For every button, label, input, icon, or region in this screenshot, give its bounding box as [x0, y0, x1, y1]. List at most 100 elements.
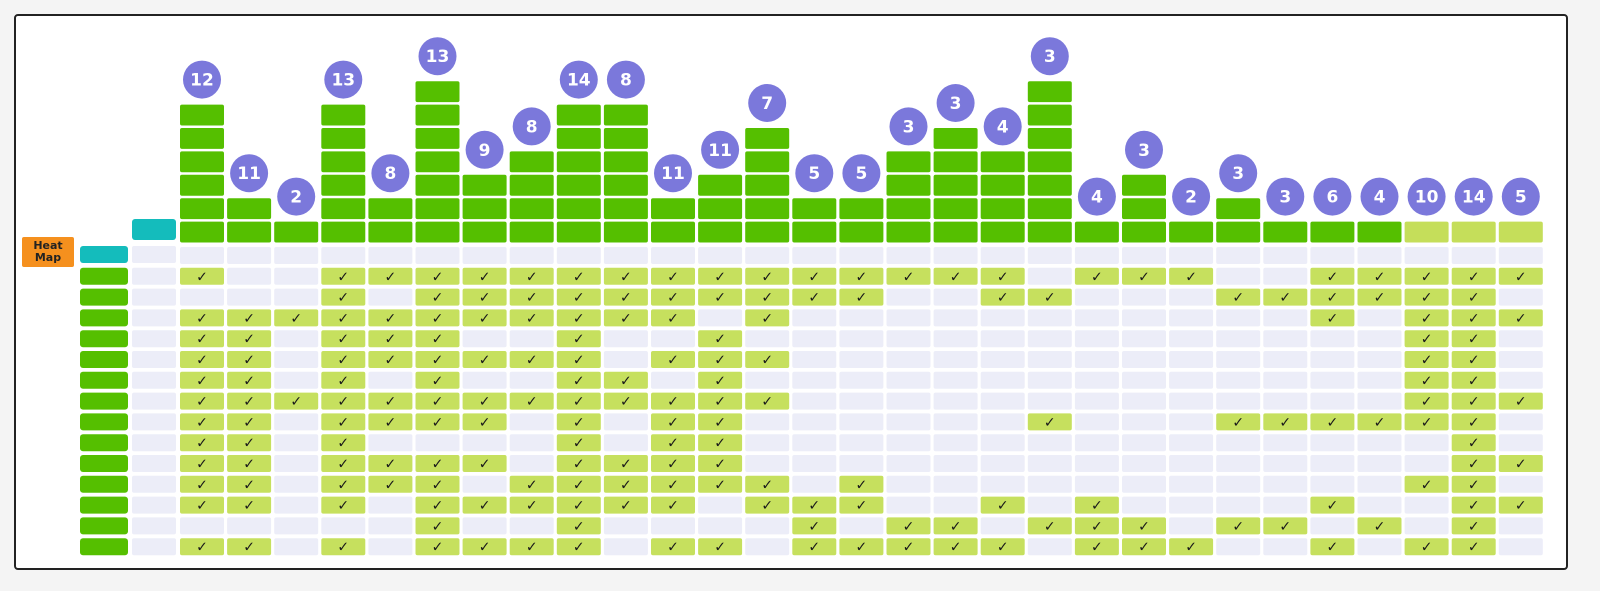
column-bar-segment — [745, 198, 790, 220]
check-mark: ✓ — [1091, 498, 1103, 514]
empty-cell — [1216, 267, 1261, 285]
check-mark: ✓ — [1374, 415, 1386, 431]
check-mark: ✓ — [1138, 540, 1150, 556]
checked-cell — [509, 538, 554, 556]
checked-cell — [556, 371, 601, 389]
checked-cell — [180, 496, 224, 514]
empty-cell — [886, 455, 931, 472]
check-mark: ✓ — [714, 477, 726, 493]
empty-cell — [1027, 496, 1072, 514]
checked-cell — [415, 267, 460, 285]
column-count-label: 3 — [903, 117, 915, 137]
check-mark: ✓ — [761, 498, 773, 514]
checked-cell — [1498, 267, 1543, 285]
column-bar-segment — [1027, 221, 1072, 243]
check-mark: ✓ — [573, 519, 585, 535]
checked-cell — [745, 267, 790, 285]
checked-cell — [745, 309, 790, 327]
checked-cell — [509, 496, 554, 514]
header-row-cell — [603, 247, 648, 264]
check-mark: ✓ — [573, 477, 585, 493]
empty-cell — [1074, 413, 1119, 431]
checked-cell — [1451, 371, 1496, 389]
column-bar-segment — [980, 198, 1025, 220]
check-mark: ✓ — [856, 540, 868, 556]
column-count-badge — [842, 154, 881, 193]
checked-cell — [180, 413, 224, 431]
column-count-label: 7 — [761, 94, 773, 114]
empty-cell — [933, 351, 978, 368]
row-spacer-cell — [132, 267, 176, 285]
check-mark: ✓ — [385, 477, 397, 493]
empty-cell — [933, 392, 978, 410]
check-mark: ✓ — [620, 311, 632, 327]
column-count-label: 3 — [1279, 188, 1291, 208]
column-bar-segment — [745, 174, 790, 196]
column-bar-segment — [1027, 104, 1072, 126]
empty-cell — [698, 496, 743, 514]
column-count-label: 13 — [426, 47, 450, 67]
empty-cell — [1404, 496, 1449, 514]
empty-cell — [886, 351, 931, 368]
check-mark: ✓ — [385, 332, 397, 348]
row-header-bar — [80, 330, 128, 348]
check-mark: ✓ — [667, 269, 679, 285]
column-bar-segment — [839, 198, 884, 220]
checked-cell — [556, 288, 601, 306]
column-bar-segment — [886, 151, 931, 173]
check-mark: ✓ — [573, 269, 585, 285]
checked-cell — [651, 413, 695, 431]
checked-cell — [603, 371, 648, 389]
column-count-label: 2 — [1185, 188, 1197, 208]
column-bar-segment — [321, 104, 366, 126]
checked-cell — [886, 538, 931, 556]
check-mark: ✓ — [337, 477, 349, 493]
empty-cell — [509, 434, 554, 452]
column-bar-segment — [1027, 174, 1072, 196]
empty-cell — [227, 288, 272, 306]
checked-cell — [180, 538, 224, 556]
checked-cell — [886, 517, 931, 535]
empty-cell — [1498, 288, 1543, 306]
checked-cell — [698, 475, 743, 493]
row-spacer-cell — [132, 288, 176, 306]
column-bar-segment — [1263, 221, 1308, 243]
check-mark: ✓ — [573, 353, 585, 369]
check-mark: ✓ — [950, 269, 962, 285]
checked-cell — [1310, 413, 1355, 431]
check-mark: ✓ — [1421, 353, 1433, 369]
column-bar-segment — [462, 221, 507, 243]
checked-cell — [556, 267, 601, 285]
check-mark: ✓ — [714, 436, 726, 452]
column-bar-segment — [839, 221, 884, 243]
empty-cell — [1404, 517, 1449, 535]
checked-cell — [1074, 538, 1119, 556]
row-header-bar — [80, 434, 128, 452]
check-mark: ✓ — [714, 394, 726, 410]
checked-cell — [556, 475, 601, 493]
check-mark: ✓ — [385, 457, 397, 473]
checked-cell — [227, 392, 272, 410]
empty-cell — [1310, 371, 1355, 389]
checked-cell — [1404, 309, 1449, 327]
check-mark: ✓ — [573, 373, 585, 389]
checked-cell — [321, 267, 366, 285]
empty-cell — [792, 330, 837, 348]
checked-cell — [556, 496, 601, 514]
column-count-badge — [465, 130, 504, 169]
check-mark: ✓ — [526, 498, 538, 514]
column-bar-segment — [745, 151, 790, 173]
empty-cell — [1169, 371, 1214, 389]
row-spacer-cell — [132, 371, 176, 389]
column-count-label: 5 — [855, 164, 867, 184]
checked-cell — [1216, 288, 1261, 306]
checked-cell — [1451, 392, 1496, 410]
empty-cell — [415, 434, 460, 452]
check-mark: ✓ — [479, 394, 491, 410]
checked-cell — [556, 351, 601, 368]
empty-cell — [1122, 434, 1166, 452]
column-bar-segment — [651, 198, 695, 220]
checked-cell — [603, 455, 648, 472]
column-bar-segment — [180, 151, 224, 173]
empty-cell — [1310, 351, 1355, 368]
